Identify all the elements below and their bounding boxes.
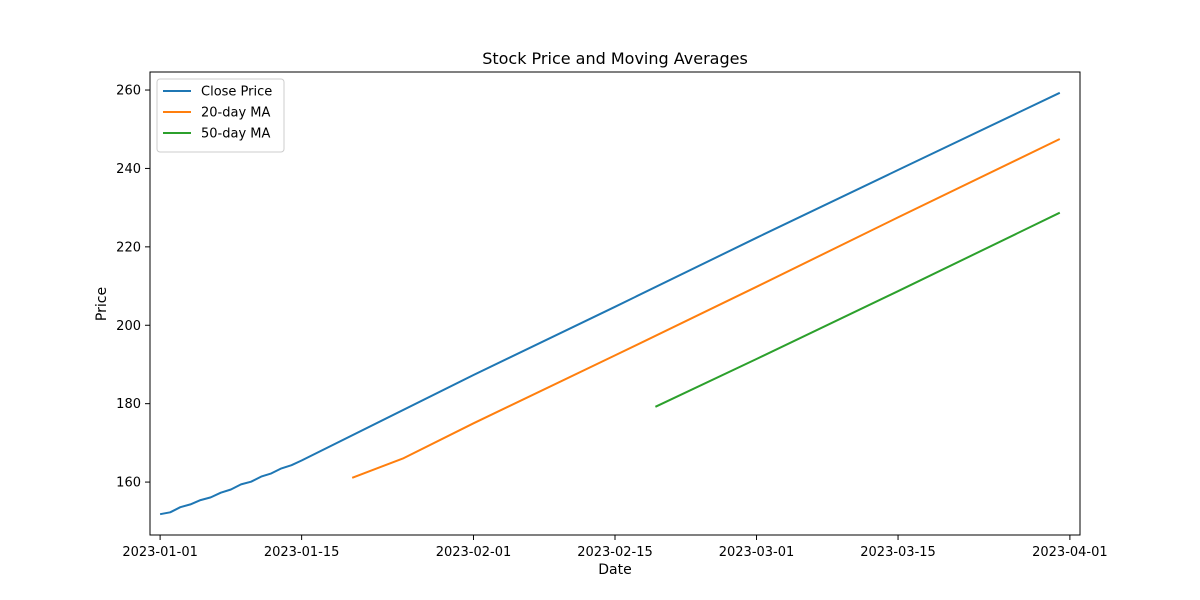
legend-label: 20-day MA	[201, 106, 270, 121]
x-axis-ticks: 2023-01-01 2023-01-15 2023-02-01 2023-02-15…	[122, 535, 1108, 560]
y-axis-ticks: 160 180 200 220 240 260	[116, 84, 150, 491]
chart-title: Stock Price and Moving Averages	[482, 49, 748, 68]
x-tick-label: 2023-04-01	[1032, 545, 1108, 560]
x-tick-label: 2023-01-15	[264, 545, 340, 560]
x-tick-label: 2023-03-15	[860, 545, 936, 560]
x-tick-label: 2023-03-01	[719, 545, 795, 560]
legend-label: Close Price	[201, 85, 272, 100]
legend-label: 50-day MA	[201, 127, 270, 142]
x-tick-label: 2023-02-01	[436, 545, 512, 560]
series-line-3	[654, 211, 1061, 408]
y-tick-label: 200	[116, 319, 141, 334]
series-layer	[159, 91, 1061, 516]
x-tick-label: 2023-02-15	[577, 545, 653, 560]
y-axis-label: Price	[94, 287, 110, 321]
x-axis-label: Date	[598, 562, 631, 578]
y-tick-label: 220	[116, 240, 141, 255]
series-line-1	[159, 91, 1061, 516]
legend: Close Price 20-day MA 50-day MA	[156, 78, 285, 153]
y-tick-label: 260	[116, 84, 141, 99]
x-tick-label: 2023-01-01	[122, 545, 198, 560]
plot-frame	[149, 71, 1081, 536]
series-line-2	[351, 138, 1061, 479]
y-tick-label: 180	[116, 397, 141, 412]
y-tick-label: 240	[116, 162, 141, 177]
y-tick-label: 160	[116, 476, 141, 491]
